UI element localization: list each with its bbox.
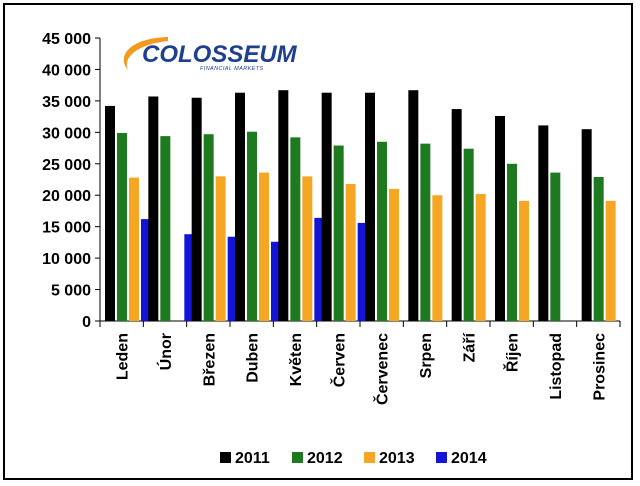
legend-swatch-2011 — [220, 452, 231, 463]
x-tick-label: Květen — [288, 333, 305, 386]
y-tick-label: 25 000 — [42, 157, 91, 174]
logo-name: COLOSSEUM — [142, 41, 298, 68]
y-tick-label: 5 000 — [51, 283, 91, 300]
legend: 2011 2012 2013 2014 — [220, 450, 487, 467]
bar-2012-Leden — [117, 132, 127, 321]
x-tick-label: Březen — [201, 333, 218, 386]
bar-2011-Srpen — [408, 90, 419, 321]
legend-label-2013: 2013 — [379, 450, 415, 467]
bar-2012-Červen — [333, 145, 344, 321]
logo-tagline: FINANCIAL MARKETS — [200, 66, 264, 72]
legend-swatch-2014 — [436, 452, 447, 463]
x-tick-label: Leden — [115, 333, 132, 380]
bar-2012-Duben — [247, 131, 257, 321]
bar-2012-Březen — [203, 134, 214, 321]
bar-2013-Březen — [215, 176, 226, 321]
bar-2013-Srpen — [432, 195, 443, 321]
y-tick-label: 35 000 — [42, 94, 91, 111]
bar-2014-Leden — [141, 219, 151, 321]
bar-2013-Září — [475, 193, 486, 321]
bars — [105, 90, 616, 321]
x-tick-label: Říjen — [503, 333, 522, 372]
bar-2014-Únor — [184, 234, 195, 321]
bar-2011-Listopad — [538, 125, 549, 321]
x-tick-label: Červen — [329, 333, 348, 387]
y-tick-label: 10 000 — [42, 251, 91, 268]
bar-2011-Duben — [235, 92, 245, 321]
y-tick-label: 0 — [82, 314, 91, 331]
x-tick-label: Září — [461, 332, 478, 362]
legend-swatch-2013 — [364, 452, 375, 463]
bar-2011-Prosinec — [581, 129, 592, 321]
legend-label-2012: 2012 — [307, 450, 343, 467]
bar-2013-Duben — [259, 172, 269, 321]
bar-2014-Květen — [314, 217, 325, 321]
bar-2012-Srpen — [420, 143, 431, 321]
bar-2014-Duben — [271, 241, 281, 321]
legend-label-2011: 2011 — [235, 450, 270, 467]
y-tick-label: 45 000 — [42, 31, 91, 48]
x-tick-label: Duben — [245, 333, 262, 383]
bar-2013-Říjen — [519, 200, 529, 321]
bar-2012-Září — [463, 148, 474, 321]
x-tick-label: Únor — [156, 333, 175, 370]
bar-2012-Červenec — [377, 141, 387, 321]
bar-2011-Říjen — [495, 115, 505, 321]
bar-2012-Říjen — [507, 163, 517, 321]
bar-2012-Listopad — [550, 172, 561, 321]
bar-2013-Květen — [302, 176, 313, 321]
x-tick-label: Prosinec — [591, 333, 608, 401]
bar-2011-Červenec — [365, 92, 375, 321]
bar-2012-Únor — [160, 136, 171, 321]
y-tick-label: 15 000 — [42, 220, 91, 237]
bar-2014-Březen — [227, 236, 238, 321]
bar-2013-Červen — [345, 183, 356, 321]
x-tick-label: Srpen — [418, 333, 435, 378]
y-tick-label: 20 000 — [42, 188, 91, 205]
axes: 0 5 000 10 000 15 000 20 000 25 000 30 000 35 0… — [42, 31, 621, 405]
bar-2011-Květen — [278, 90, 289, 321]
bar-2013-Leden — [129, 177, 139, 321]
legend-label-2014: 2014 — [451, 450, 487, 467]
bar-2011-Září — [451, 109, 462, 321]
y-tick-label: 30 000 — [42, 125, 91, 142]
bar-2013-Červenec — [389, 188, 399, 321]
bar-2011-Březen — [191, 97, 202, 321]
bar-2011-Leden — [105, 105, 115, 321]
x-tick-label: Listopad — [548, 333, 565, 400]
logo-swoosh-icon — [123, 37, 168, 70]
bar-2014-Červen — [357, 222, 368, 321]
y-tick-label: 40 000 — [42, 62, 91, 79]
x-tick-label: Červenec — [373, 333, 392, 405]
legend-swatch-2012 — [292, 452, 303, 463]
bar-2012-Prosinec — [593, 176, 604, 321]
bar-2011-Červen — [321, 92, 332, 321]
bar-2011-Únor — [148, 96, 159, 321]
bar-2012-Květen — [290, 137, 301, 321]
colosseum-logo: COLOSSEUM FINANCIAL MARKETS — [123, 37, 298, 72]
bar-2013-Prosinec — [605, 200, 616, 321]
